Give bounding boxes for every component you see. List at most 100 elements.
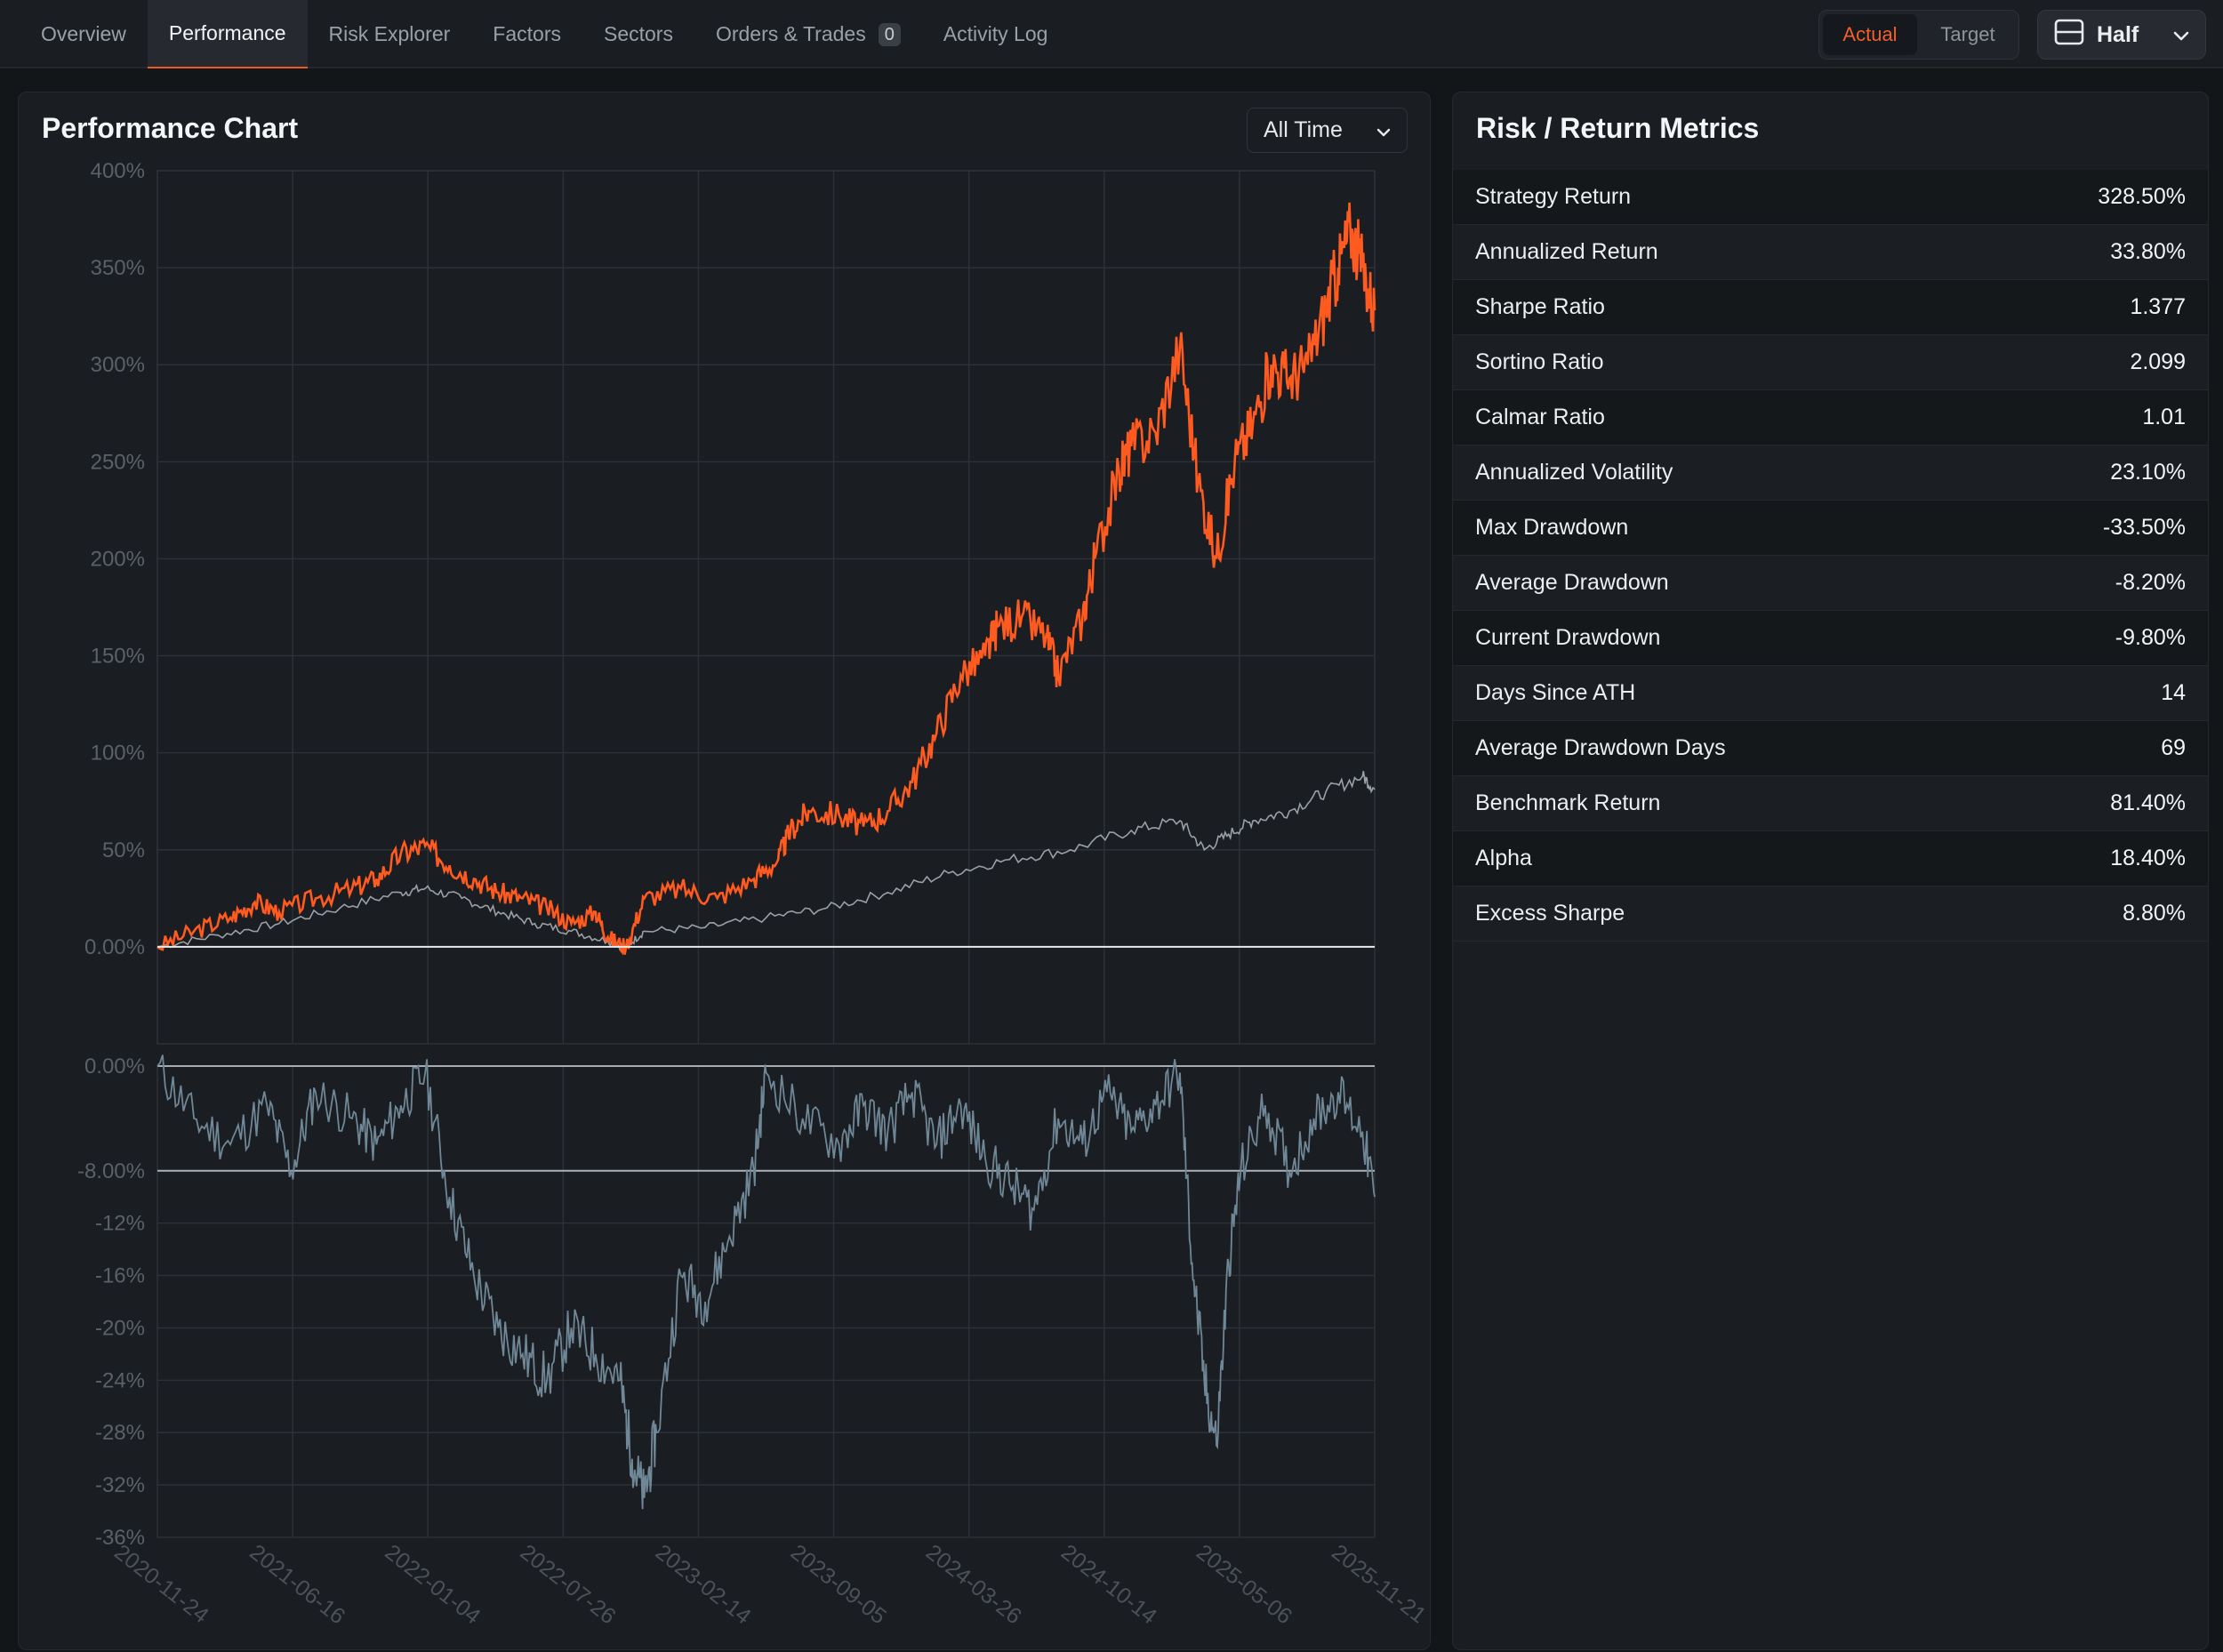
tab-risk-explorer[interactable]: Risk Explorer xyxy=(308,0,472,68)
tab-overview[interactable]: Overview xyxy=(20,0,148,68)
y-tick-label: -36% xyxy=(95,1526,145,1550)
metric-label: Excess Sharpe xyxy=(1475,901,1625,926)
benchmark-series-line xyxy=(156,771,1376,951)
target-option[interactable]: Target xyxy=(1940,23,1995,45)
metric-label: Sharpe Ratio xyxy=(1475,294,1605,319)
tab-label: Sectors xyxy=(603,22,673,45)
y-tick-label: 350% xyxy=(91,256,145,280)
tab-label: Performance xyxy=(168,21,286,44)
actual-option[interactable]: Actual xyxy=(1823,14,1917,55)
metric-label: Alpha xyxy=(1475,846,1532,870)
metrics-table: Strategy Return 328.50% Annualized Return 3… xyxy=(1453,170,2208,942)
y-tick-label: 400% xyxy=(91,159,145,183)
y-tick-label: -12% xyxy=(95,1212,145,1236)
metric-row: Strategy Return 328.50% xyxy=(1453,170,2208,225)
metric-row: Calmar Ratio 1.01 xyxy=(1453,390,2208,445)
metric-value: -8.20% xyxy=(2115,570,2186,595)
y-tick-label: -32% xyxy=(95,1473,145,1497)
metric-value: 8.80% xyxy=(2123,901,2186,926)
metric-label: Average Drawdown Days xyxy=(1475,735,1726,760)
panel-title: Risk / Return Metrics xyxy=(1476,112,1760,144)
performance-chart[interactable]: 400% 350% 300% 250% 200% 150% 100% 50% 0.00% 0.00… xyxy=(19,92,1430,1649)
metric-row: Annualized Volatility 23.10% xyxy=(1453,445,2208,501)
tab-sectors[interactable]: Sectors xyxy=(582,0,694,68)
metric-value: 18.40% xyxy=(2110,846,2186,870)
metric-value: 14 xyxy=(2161,680,2186,705)
drawdown-series-line xyxy=(156,1055,1376,1510)
x-tick-label: 2024-03-26 xyxy=(921,1540,1026,1630)
metric-value: 1.01 xyxy=(2142,405,2186,429)
y-tick-label: -16% xyxy=(95,1264,145,1288)
metric-row: Max Drawdown -33.50% xyxy=(1453,501,2208,556)
metric-value: 328.50% xyxy=(2098,184,2186,209)
tab-label: Risk Explorer xyxy=(328,22,451,45)
metric-label: Sortino Ratio xyxy=(1475,349,1604,374)
top-nav: Overview Performance Risk Explorer Facto… xyxy=(0,0,2223,68)
x-tick-label: 2020-11-24 xyxy=(109,1540,213,1629)
metric-value: 69 xyxy=(2161,735,2186,760)
metric-label: Calmar Ratio xyxy=(1475,405,1605,429)
metric-label: Benchmark Return xyxy=(1475,790,1661,815)
metric-label: Current Drawdown xyxy=(1475,625,1661,650)
metric-row: Excess Sharpe 8.80% xyxy=(1453,886,2208,942)
x-tick-label: 2022-01-04 xyxy=(381,1540,486,1630)
x-tick-label: 2023-09-05 xyxy=(786,1540,891,1630)
metric-value: 1.377 xyxy=(2130,294,2186,319)
x-tick-label: 2024-10-14 xyxy=(1056,1540,1161,1630)
y-tick-label: 250% xyxy=(91,450,145,474)
y-tick-label: -28% xyxy=(95,1421,145,1445)
metric-row: Sortino Ratio 2.099 xyxy=(1453,335,2208,390)
risk-return-metrics-panel: Risk / Return Metrics Strategy Return 328… xyxy=(1452,92,2209,1650)
metric-label: Days Since ATH xyxy=(1475,680,1636,705)
metric-label: Annualized Return xyxy=(1475,239,1658,264)
metric-value: 33.80% xyxy=(2110,239,2186,264)
tab-factors[interactable]: Factors xyxy=(471,0,582,68)
metric-row: Sharpe Ratio 1.377 xyxy=(1453,280,2208,335)
tab-label: Activity Log xyxy=(943,22,1048,45)
y-tick-label: -8.00% xyxy=(77,1159,145,1183)
metric-value: 81.40% xyxy=(2110,790,2186,815)
metric-value: -9.80% xyxy=(2115,625,2186,650)
plot-frame xyxy=(156,170,1376,1045)
actual-target-toggle: Actual Target xyxy=(1818,10,2019,60)
chevron-down-icon xyxy=(2173,22,2189,48)
performance-chart-panel: Performance Chart All Time 400% 350% 300% 2… xyxy=(18,92,1431,1650)
metric-label: Annualized Volatility xyxy=(1475,460,1673,485)
count-badge: 0 xyxy=(878,22,901,46)
y-tick-label: 50% xyxy=(102,838,145,862)
x-tick-label: 2022-07-26 xyxy=(516,1540,621,1630)
metric-value: -33.50% xyxy=(2102,515,2186,540)
tab-performance[interactable]: Performance xyxy=(147,0,308,68)
y-tick-label: 300% xyxy=(91,353,145,377)
panel-title: Performance Chart xyxy=(42,112,299,144)
metric-value: 23.10% xyxy=(2110,460,2186,485)
chevron-down-icon xyxy=(1376,117,1391,143)
tab-orders-trades[interactable]: Orders & Trades 0 xyxy=(694,0,922,68)
y-tick-label: 0.00% xyxy=(84,935,145,959)
x-tick-label: 2023-02-14 xyxy=(651,1540,756,1630)
tab-bar: Overview Performance Risk Explorer Facto… xyxy=(20,0,1069,68)
metric-row: Average Drawdown -8.20% xyxy=(1453,556,2208,611)
split-horizontal-icon xyxy=(2054,19,2084,52)
metric-row: Alpha 18.40% xyxy=(1453,831,2208,886)
y-tick-label: 200% xyxy=(91,547,145,571)
y-tick-label: -24% xyxy=(95,1368,145,1392)
tab-label: Orders & Trades xyxy=(715,22,866,45)
metric-row: Average Drawdown Days 69 xyxy=(1453,721,2208,776)
time-range-select[interactable]: All Time xyxy=(1247,108,1408,153)
layout-label: Half xyxy=(2097,21,2139,47)
y-tick-label: -20% xyxy=(95,1316,145,1340)
metric-row: Current Drawdown -9.80% xyxy=(1453,611,2208,666)
x-tick-label: 2025-05-06 xyxy=(1192,1540,1296,1630)
tab-activity-log[interactable]: Activity Log xyxy=(922,0,1070,68)
y-tick-label: 0.00% xyxy=(84,1055,145,1079)
x-tick-label: 2025-11-21 xyxy=(1327,1540,1430,1629)
metric-label: Average Drawdown xyxy=(1475,570,1669,595)
time-range-label: All Time xyxy=(1264,117,1343,142)
metric-value: 2.099 xyxy=(2130,349,2186,374)
layout-select-button[interactable]: Half xyxy=(2037,10,2206,60)
y-tick-label: 100% xyxy=(91,742,145,766)
metric-row: Annualized Return 33.80% xyxy=(1453,225,2208,280)
metric-row: Benchmark Return 81.40% xyxy=(1453,776,2208,831)
x-tick-label: 2021-06-16 xyxy=(245,1540,349,1630)
